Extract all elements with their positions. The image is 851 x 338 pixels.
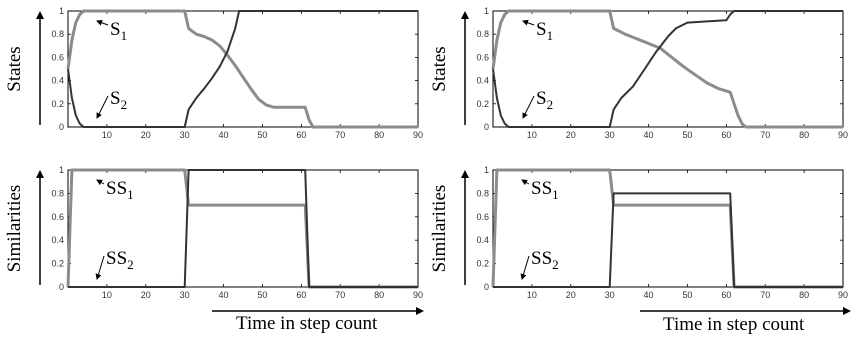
series-line-s2 [492, 10, 843, 128]
x-tick-label: 80 [374, 130, 384, 140]
y-tick-label: 0.8 [476, 29, 489, 39]
y-tick-label: 0.4 [51, 76, 64, 86]
annotation-ss1: SS1 [106, 178, 134, 202]
x-tick-label: 90 [413, 130, 423, 140]
x-tick-label: 40 [219, 130, 229, 140]
y-tick-label: 1 [484, 165, 489, 175]
y-tick-label: 1 [484, 6, 489, 16]
x-tick-label: 70 [335, 130, 345, 140]
annotation-s1: S1 [536, 19, 553, 43]
x-tick-label: 70 [335, 290, 345, 300]
y-tick-label: 0 [59, 122, 64, 132]
x-tick-label: 20 [141, 130, 151, 140]
y-tick-label: 0.8 [51, 188, 64, 198]
annotation-arrow [96, 179, 105, 186]
annotation-ss2: SS2 [531, 248, 559, 272]
y-tick-label: 1 [59, 165, 64, 175]
y-tick-label: 0.4 [51, 235, 64, 245]
y-tick-label: 0.4 [476, 235, 489, 245]
x-tick-label: 50 [682, 290, 692, 300]
y-tick-label: 0.8 [476, 188, 489, 198]
x-tick-label: 80 [374, 290, 384, 300]
x-tick-label: 10 [527, 290, 537, 300]
x-tick-label: 20 [566, 130, 576, 140]
annotation-arrow [96, 95, 109, 119]
x-tick-label: 80 [799, 130, 809, 140]
x-tick-label: 40 [644, 130, 654, 140]
annotation-arrow [520, 255, 530, 280]
y-tick-label: 0.2 [51, 99, 64, 109]
x-tick-label: 50 [257, 290, 267, 300]
y-tick-label: 0.8 [51, 29, 64, 39]
annotation-s2: S2 [536, 88, 553, 112]
chart-panel-3: 10 20 30 40 50 60 70 80 90 0 0.2 0.4 0.6 0.8 1 Similari… [4, 165, 424, 334]
chart-panel-2: 10 20 30 40 50 60 70 80 90 0 0.2 0.4 0.6 0.8 1 States S1… [429, 6, 848, 140]
x-tick-label: 40 [219, 290, 229, 300]
annotation-ss2: SS2 [106, 248, 134, 272]
annotation-ss1: SS1 [531, 178, 559, 202]
x-tick-label: 60 [296, 290, 306, 300]
x-tick-label: 90 [413, 290, 423, 300]
x-tick-label: 60 [721, 290, 731, 300]
x-tick-label: 20 [566, 290, 576, 300]
x-tick-label: 90 [838, 290, 848, 300]
annotation-s1: S1 [110, 19, 127, 43]
annotation-s2: S2 [110, 88, 127, 112]
x-tick-label: 30 [605, 290, 615, 300]
y-axis-label: Similarities [4, 185, 25, 273]
annotation-arrow [522, 19, 535, 26]
series-line-ss2 [68, 169, 418, 288]
x-tick-label: 70 [760, 290, 770, 300]
y-axis-label: Similarities [429, 185, 450, 273]
x-tick-label: 30 [180, 130, 190, 140]
x-tick-label: 90 [838, 130, 848, 140]
plot-frame [492, 169, 844, 288]
y-tick-label: 0.6 [51, 52, 64, 62]
y-axis-label: States [4, 46, 25, 91]
x-tick-label: 60 [296, 130, 306, 140]
y-tick-label: 0.6 [476, 52, 489, 62]
x-tick-label: 40 [644, 290, 654, 300]
x-tick-label: 30 [180, 290, 190, 300]
x-tick-label: 70 [760, 130, 770, 140]
y-tick-label: 0 [59, 282, 64, 292]
x-axis-label: Time in step count [663, 314, 805, 335]
x-axis-label: Time in step count [236, 313, 378, 334]
x-tick-label: 20 [141, 290, 151, 300]
series-line-ss2 [493, 192, 843, 288]
y-tick-label: 1 [59, 6, 64, 16]
y-tick-label: 0 [484, 122, 489, 132]
y-tick-label: 0.2 [476, 99, 489, 109]
annotation-arrow [95, 255, 105, 280]
x-tick-label: 30 [605, 130, 615, 140]
y-tick-label: 0.4 [476, 76, 489, 86]
y-tick-label: 0 [484, 282, 489, 292]
chart-panel-4: 10 20 30 40 50 60 70 80 90 0 0.2 0.4 0.6 0.8 1 Similari… [429, 165, 851, 335]
chart-panel-1: 10 20 30 40 50 60 70 80 90 0 0.2 0.4 0.6 0.8 1 States S1… [4, 6, 423, 140]
annotation-arrow [521, 179, 530, 186]
annotation-arrow [96, 19, 109, 26]
x-tick-label: 10 [102, 290, 112, 300]
x-tick-label: 10 [102, 130, 112, 140]
series-line-s1 [66, 9, 418, 129]
x-tick-label: 10 [527, 130, 537, 140]
y-axis-label: States [429, 46, 450, 91]
x-tick-label: 50 [257, 130, 267, 140]
x-tick-label: 50 [682, 130, 692, 140]
y-tick-label: 0.6 [51, 212, 64, 222]
x-tick-label: 80 [799, 290, 809, 300]
x-tick-label: 60 [721, 130, 731, 140]
y-tick-label: 0.2 [51, 259, 64, 269]
annotation-arrow [522, 95, 535, 119]
y-tick-label: 0.2 [476, 259, 489, 269]
series-line-s2 [67, 10, 418, 128]
y-tick-label: 0.6 [476, 212, 489, 222]
